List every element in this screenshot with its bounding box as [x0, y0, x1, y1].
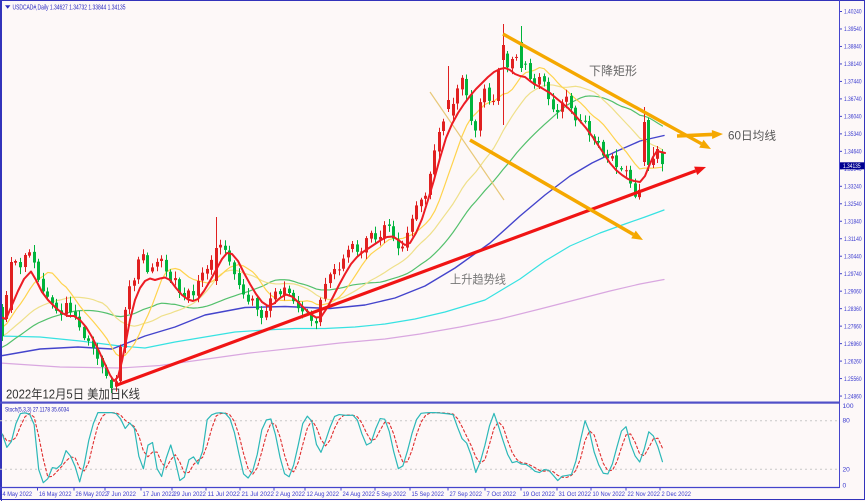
svg-text:1.29060: 1.29060 [844, 288, 862, 295]
svg-text:下降矩形: 下降矩形 [589, 64, 637, 78]
svg-text:27 Sep 2022: 27 Sep 2022 [450, 491, 483, 498]
svg-text:1.39540: 1.39540 [844, 26, 862, 33]
svg-text:7 Oct 2022: 7 Oct 2022 [487, 491, 517, 498]
svg-text:12 Aug 2022: 12 Aug 2022 [307, 491, 340, 498]
svg-text:0: 0 [843, 483, 847, 490]
svg-text:1.33940: 1.33940 [844, 166, 862, 173]
svg-text:1.32540: 1.32540 [844, 201, 862, 208]
svg-text:1.34135: 1.34135 [843, 163, 861, 170]
svg-text:1.36740: 1.36740 [844, 96, 862, 103]
svg-text:1.30440: 1.30440 [844, 253, 862, 260]
svg-text:80: 80 [843, 418, 851, 425]
svg-text:24 Aug 2022: 24 Aug 2022 [343, 491, 376, 498]
svg-text:1.37440: 1.37440 [844, 79, 862, 86]
svg-text:2022年12月5日 美加日K线: 2022年12月5日 美加日K线 [6, 388, 140, 402]
svg-text:1.25560: 1.25560 [844, 376, 862, 383]
svg-text:29 Jun 2022: 29 Jun 2022 [174, 491, 207, 498]
svg-text:Stoch(5,3,3) 27.1178 35.6034: Stoch(5,3,3) 27.1178 35.6034 [5, 407, 69, 414]
svg-text:100: 100 [843, 403, 854, 410]
svg-text:1.29740: 1.29740 [844, 271, 862, 278]
svg-text:1.36040: 1.36040 [844, 114, 862, 121]
svg-text:21 Jul 2022: 21 Jul 2022 [242, 491, 275, 498]
svg-text:19 Oct 2022: 19 Oct 2022 [523, 491, 556, 498]
svg-text:7 Jun 2022: 7 Jun 2022 [107, 491, 137, 498]
svg-text:1.26260: 1.26260 [844, 358, 862, 365]
svg-text:1.24860: 1.24860 [844, 393, 862, 400]
svg-text:16 May 2022: 16 May 2022 [39, 491, 72, 498]
svg-text:1.27660: 1.27660 [844, 323, 862, 330]
svg-text:20: 20 [843, 466, 851, 473]
svg-text:11 Jul 2022: 11 Jul 2022 [208, 491, 241, 498]
svg-text:31 Oct 2022: 31 Oct 2022 [559, 491, 592, 498]
svg-text:2 Dec 2022: 2 Dec 2022 [662, 491, 692, 498]
svg-text:26 May 2022: 26 May 2022 [76, 491, 109, 498]
svg-text:1.40240: 1.40240 [844, 9, 862, 16]
svg-text:17 Jun 2022: 17 Jun 2022 [143, 491, 176, 498]
svg-text:60日均线: 60日均线 [728, 129, 777, 143]
svg-text:15 Sep 2022: 15 Sep 2022 [412, 491, 445, 498]
svg-text:10 Nov 2022: 10 Nov 2022 [593, 491, 626, 498]
svg-text:5 Sep 2022: 5 Sep 2022 [377, 491, 407, 498]
svg-text:1.31840: 1.31840 [844, 218, 862, 225]
svg-text:1.38840: 1.38840 [844, 44, 862, 51]
svg-text:22 Nov 2022: 22 Nov 2022 [628, 491, 661, 498]
svg-text:1.31140: 1.31140 [844, 236, 862, 243]
svg-text:1.34640: 1.34640 [844, 149, 862, 156]
svg-text:1.28360: 1.28360 [844, 306, 862, 313]
svg-text:4 May 2022: 4 May 2022 [3, 491, 33, 498]
svg-text:2 Aug 2022: 2 Aug 2022 [276, 491, 306, 498]
svg-text:1.26960: 1.26960 [844, 341, 862, 348]
svg-text:USDCAD#,Daily 1.34627 1.34732: USDCAD#,Daily 1.34627 1.34732 1.33844 1.… [13, 5, 126, 12]
svg-text:上升趋势线: 上升趋势线 [450, 273, 506, 287]
svg-text:1.38140: 1.38140 [844, 61, 862, 68]
svg-text:1.35340: 1.35340 [844, 131, 862, 138]
svg-text:1.33240: 1.33240 [844, 184, 862, 191]
